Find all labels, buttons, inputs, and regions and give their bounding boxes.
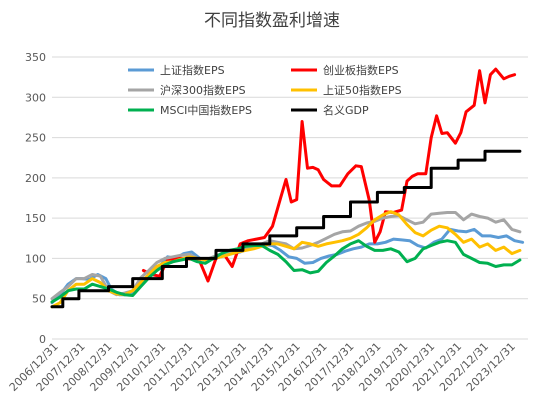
series-line-3 — [50, 210, 522, 309]
series-line-4 — [50, 239, 522, 304]
y-tick-label: 0 — [39, 333, 46, 346]
chart-title: 不同指数盈利增速 — [204, 11, 340, 31]
y-tick-label: 100 — [25, 252, 46, 265]
y-tick-label: 350 — [25, 51, 46, 64]
legend-label-1: 创业板指数EPS — [323, 63, 399, 77]
legend: 上证指数EPS 创业板指数EPS 沪深300指数EPS 上证50指数EPS MSCI中国… — [128, 63, 402, 117]
legend-label-0: 上证指数EPS — [160, 63, 225, 77]
x-axis: 2006/12/312007/12/312008/12/312009/12/31… — [7, 340, 518, 394]
y-tick-label: 50 — [32, 293, 46, 306]
legend-label-4: MSCI中国指数EPS — [160, 103, 252, 117]
series-lines — [50, 67, 525, 309]
legend-label-2: 沪深300指数EPS — [160, 83, 246, 97]
y-tick-label: 300 — [25, 91, 46, 104]
legend-label-3: 上证50指数EPS — [323, 83, 402, 97]
y-tick-label: 250 — [25, 132, 46, 145]
y-axis: 0 50 100 150 200 250 300 350 — [25, 51, 46, 346]
y-tick-label: 150 — [25, 212, 46, 225]
y-tick-label: 200 — [25, 172, 46, 185]
series-line-5 — [50, 149, 522, 309]
legend-label-5: 名义GDP — [323, 103, 369, 117]
